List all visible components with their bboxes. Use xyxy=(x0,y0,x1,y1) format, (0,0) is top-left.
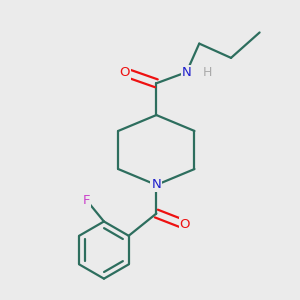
Text: N: N xyxy=(152,178,161,191)
Text: O: O xyxy=(119,66,130,79)
Text: F: F xyxy=(83,194,90,207)
Text: H: H xyxy=(202,66,212,79)
Text: O: O xyxy=(180,218,190,231)
Text: N: N xyxy=(182,66,191,79)
